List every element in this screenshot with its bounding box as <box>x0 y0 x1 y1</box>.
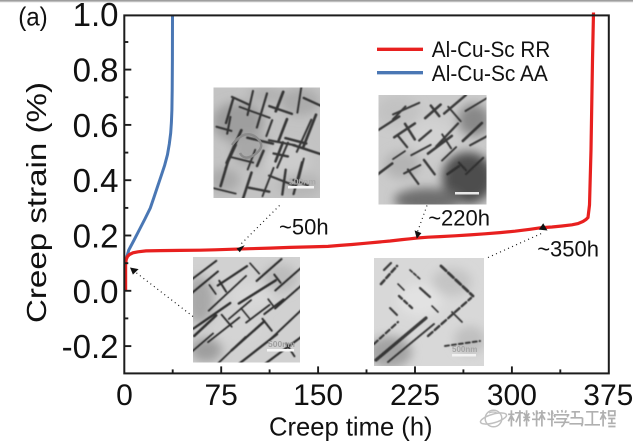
svg-text:(a): (a) <box>18 1 48 31</box>
svg-text:0.0: 0.0 <box>73 273 119 310</box>
svg-text:Creep time (h): Creep time (h) <box>269 412 433 442</box>
svg-text:0: 0 <box>116 379 133 412</box>
svg-text:0.2: 0.2 <box>73 218 119 255</box>
svg-text:150: 150 <box>293 379 343 412</box>
svg-text:75: 75 <box>205 379 238 412</box>
svg-text:~350h: ~350h <box>537 237 599 262</box>
svg-text:Al-Cu-Sc AA: Al-Cu-Sc AA <box>432 61 548 86</box>
svg-text:500nm: 500nm <box>268 339 295 349</box>
svg-text:375: 375 <box>583 379 633 412</box>
svg-text:-0.2: -0.2 <box>62 328 119 365</box>
svg-text:0.8: 0.8 <box>73 52 119 89</box>
svg-text:300: 300 <box>487 379 537 412</box>
svg-text:Al-Cu-Sc RR: Al-Cu-Sc RR <box>432 37 551 62</box>
svg-text:1.0: 1.0 <box>73 0 119 33</box>
svg-text:~50h: ~50h <box>279 214 329 239</box>
svg-text:Creep strain (%): Creep strain (%) <box>21 82 52 323</box>
svg-text:225: 225 <box>390 379 440 412</box>
svg-text:500nm: 500nm <box>289 177 316 187</box>
svg-text:~220h: ~220h <box>428 206 490 231</box>
svg-text:0.4: 0.4 <box>73 162 119 199</box>
svg-text:0.6: 0.6 <box>73 107 119 144</box>
svg-text:500nm: 500nm <box>452 345 477 354</box>
